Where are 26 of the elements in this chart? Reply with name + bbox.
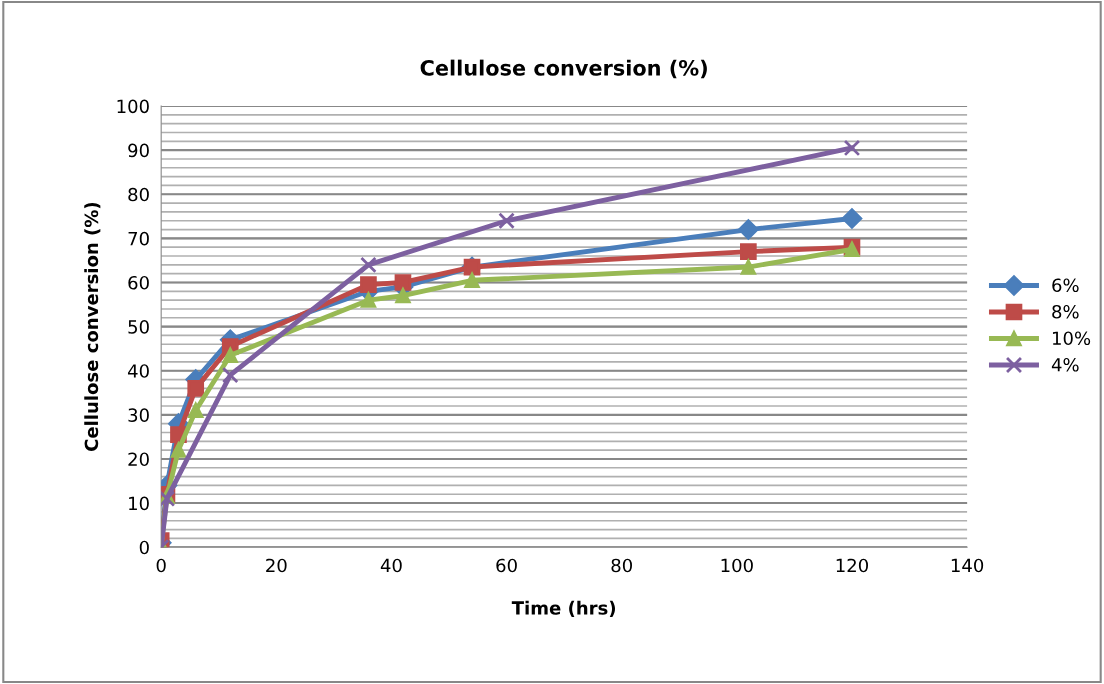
- x-tick-label: 40: [380, 558, 402, 573]
- x-tick-label: 20: [266, 558, 287, 573]
- x-tick-label: 120: [836, 558, 868, 573]
- legend-label: 6%: [1052, 278, 1079, 293]
- y-tick-label: 100: [117, 99, 149, 114]
- x-tick-label: 0: [156, 558, 166, 573]
- y-tick-label: 30: [128, 408, 149, 422]
- legend-label: 8%: [1052, 304, 1079, 319]
- legend-label: 4%: [1051, 357, 1079, 372]
- chart-title: Cellulose conversion (%): [420, 59, 707, 79]
- x-tick-label: 140: [951, 558, 984, 573]
- y-tick-label: 0: [139, 540, 149, 555]
- y-tick-label: 50: [128, 320, 149, 334]
- y-tick-label: 90: [128, 143, 149, 158]
- x-tick-label: 60: [496, 558, 517, 573]
- y-tick-label: 80: [128, 187, 149, 202]
- x-tick-label: 100: [721, 558, 753, 573]
- y-tick-label: 70: [128, 231, 149, 246]
- y-tick-label: 40: [127, 364, 149, 378]
- y-tick-label: 60: [128, 275, 149, 290]
- x-tick-label: 80: [611, 558, 632, 573]
- y-axis-title: Cellulose conversion (%): [84, 202, 101, 451]
- legend-label: 10%: [1052, 331, 1091, 346]
- x-axis-title: Time (hrs): [511, 600, 616, 617]
- y-tick-label: 10: [129, 496, 149, 511]
- y-tick-label: 20: [128, 452, 149, 467]
